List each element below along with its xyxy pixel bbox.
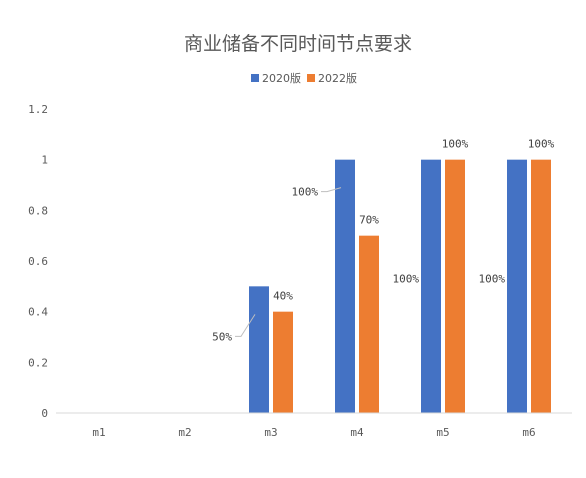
bars [249,159,551,413]
x-tick-label: m5 [436,426,449,439]
bar-2020版-m6 [507,159,527,413]
y-tick-label: 0.2 [28,356,48,369]
data-label: 100% [393,273,420,286]
y-tick-label: 0 [41,407,48,420]
x-tick-label: m4 [350,426,364,439]
legend-swatch-2020 [251,74,259,82]
legend-label-2022: 2022版 [318,71,357,85]
y-tick-label: 0.4 [28,306,48,319]
y-tick-label: 0.8 [28,204,48,217]
data-labels: 50% 40% 100% 70% 100% 100% 100% 100% [212,138,554,344]
bar-2020版-m4 [335,159,355,413]
data-label: 100% [528,138,555,151]
leader-line [321,187,342,193]
data-label: 100% [479,273,506,286]
bar-2022版-m6 [531,159,551,413]
x-tick-label: m6 [522,426,535,439]
legend-swatch-2022 [307,74,315,82]
data-label: 100% [442,138,469,151]
bar-2022版-m4 [359,235,379,413]
leader-line [235,314,256,337]
y-tick-label: 0.6 [28,255,48,268]
data-label: 50% [212,330,232,343]
legend-label-2020: 2020版 [262,71,301,85]
y-tick-label: 1 [41,154,48,167]
x-tick-label: m3 [264,426,277,439]
x-tick-label: m2 [178,426,191,439]
data-label: 100% [292,186,319,199]
bar-2022版-m5 [445,159,465,413]
bar-2020版-m3 [249,286,269,413]
data-label: 70% [359,214,379,227]
bar-2020版-m5 [421,159,441,413]
y-axis: 0 0.2 0.4 0.6 0.8 1 1.2 [28,103,48,420]
x-axis: m1 m2 m3 m4 m5 m6 [92,426,535,439]
bar-2022版-m3 [273,311,293,413]
x-tick-label: m1 [92,426,105,439]
y-tick-label: 1.2 [28,103,48,116]
legend: 2020版 2022版 [251,71,357,85]
data-label: 40% [273,290,293,303]
chart-title: 商业储备不同时间节点要求 [184,33,412,55]
